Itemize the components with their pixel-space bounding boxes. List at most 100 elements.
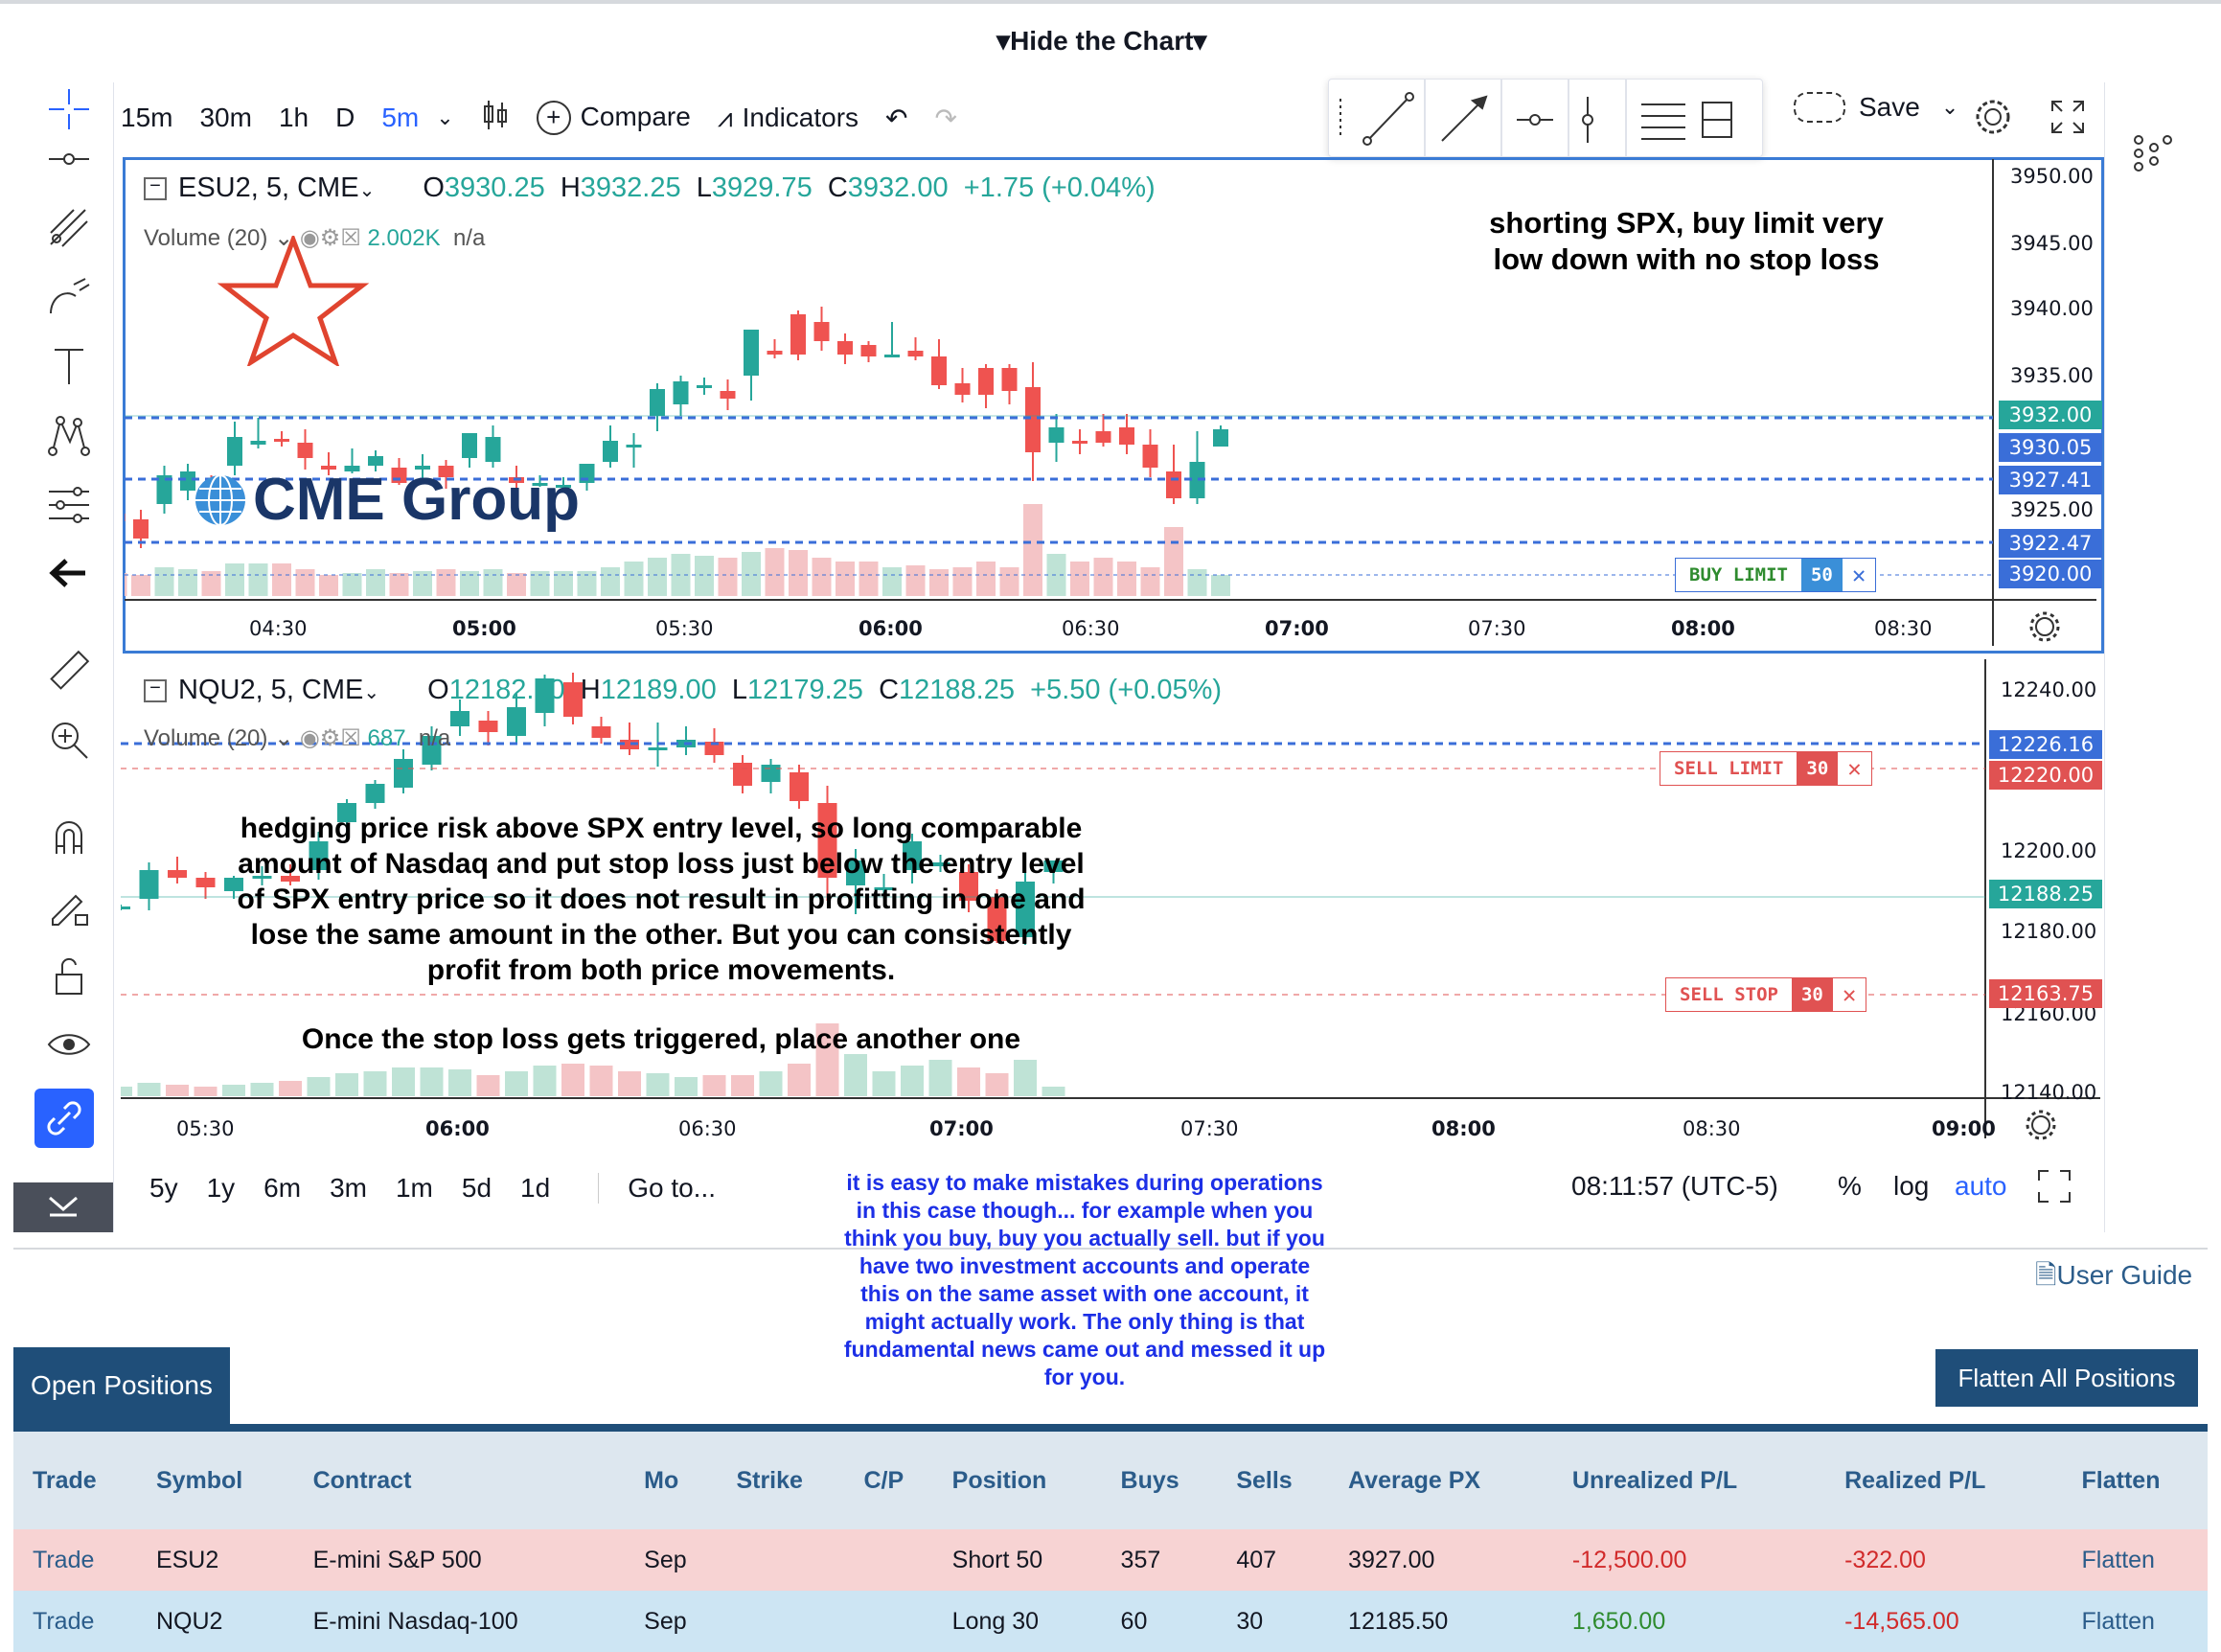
crosshair-icon[interactable] <box>42 82 96 136</box>
volume-controls-icons[interactable]: ◉⚙☒ <box>299 725 361 751</box>
symbol-label[interactable]: ESU2, 5, CME <box>178 172 359 203</box>
range-1y[interactable]: 1y <box>206 1173 236 1203</box>
candle-body <box>556 485 571 488</box>
candle-body <box>874 887 894 890</box>
axis-settings-icon[interactable] <box>2027 609 2062 648</box>
text-tool-icon[interactable] <box>42 339 96 393</box>
caret-down-icon: ▾ <box>1193 26 1207 56</box>
save-button[interactable]: Save ⌄ <box>1794 92 1958 123</box>
range-5d[interactable]: 5d <box>461 1173 492 1203</box>
cme-group-logo: CME Group <box>194 466 580 534</box>
horizontal-line-icon[interactable] <box>42 132 96 186</box>
ruler-icon[interactable] <box>42 644 96 698</box>
candle-body <box>697 385 712 388</box>
arrow-left-icon[interactable] <box>42 546 96 600</box>
collapse-icon[interactable]: − <box>144 678 167 703</box>
volume-bar <box>742 552 761 596</box>
volume-bar <box>589 1066 613 1096</box>
range-5y[interactable]: 5y <box>149 1173 178 1203</box>
buy-limit-order[interactable]: BUY LIMIT 50 ✕ <box>1675 558 1877 592</box>
close-icon[interactable]: ✕ <box>1851 562 1866 588</box>
range-1d[interactable]: 1d <box>520 1173 551 1203</box>
fullscreen-icon[interactable] <box>2049 98 2087 140</box>
chevron-down-icon[interactable]: ⌄ <box>363 682 380 703</box>
pdf-icon: 🗎 <box>2035 1260 2057 1290</box>
cell: 12185.50 <box>1348 1607 1449 1635</box>
volume-bar <box>154 567 174 596</box>
compare-button[interactable]: + Compare <box>536 101 691 135</box>
volume-controls-icons[interactable]: ◉⚙☒ <box>299 225 361 251</box>
interval-15m[interactable]: 15m <box>121 103 173 132</box>
annotation-line: of SPX entry price so it does not result… <box>237 883 1086 915</box>
annotation-line: hedging price risk above SPX entry level… <box>240 813 1083 844</box>
indicators-button[interactable]: ⩘ Indicators <box>718 103 859 134</box>
log-toggle[interactable]: log <box>1893 1171 1930 1201</box>
settings-gear-icon[interactable] <box>1974 98 2012 140</box>
col-position: Position <box>932 1432 1102 1529</box>
collapse-toolbar-button[interactable] <box>13 1182 113 1232</box>
trade-link[interactable]: Trade <box>33 1607 95 1635</box>
interval-30m[interactable]: 30m <box>199 103 252 132</box>
price-tag: 3920.00 <box>1999 560 2102 588</box>
interval-5m[interactable]: 5m <box>381 103 420 132</box>
tab-open-positions[interactable]: Open Positions <box>13 1347 230 1424</box>
tab-underline <box>13 1424 2208 1432</box>
close-icon[interactable]: ✕ <box>1842 981 1857 1008</box>
interval-d[interactable]: D <box>335 103 355 132</box>
close-icon[interactable]: ✕ <box>1847 755 1862 782</box>
y-tick: 3945.00 <box>2010 232 2094 255</box>
volume-bar <box>718 558 738 596</box>
lock-drawing-icon[interactable] <box>42 880 96 933</box>
long-position-icon[interactable] <box>42 477 96 531</box>
flatten-link[interactable]: Flatten <box>2081 1546 2155 1573</box>
link-icon[interactable] <box>34 1089 94 1148</box>
star-drawing-icon[interactable] <box>217 236 370 366</box>
low-label: L <box>696 172 712 203</box>
chevron-down-icon[interactable]: ⌄ <box>436 105 454 129</box>
hide-chart-toggle[interactable]: ▾Hide the Chart▾ <box>996 25 1206 57</box>
unlock-icon[interactable] <box>42 949 96 1002</box>
volume-bar <box>1140 567 1160 596</box>
magnet-icon[interactable] <box>42 811 96 864</box>
fib-tool-icon[interactable] <box>42 201 96 255</box>
y-tick: 3935.00 <box>2010 364 2094 387</box>
brush-icon[interactable] <box>42 270 96 324</box>
col-unrealized: Unrealized P/L <box>1552 1432 1826 1529</box>
interval-1h[interactable]: 1h <box>278 103 309 132</box>
candle-body <box>1043 860 1064 872</box>
cell: Sep <box>644 1546 687 1573</box>
volume-bar <box>483 569 503 596</box>
chart-panel-esu2[interactable] <box>123 157 2104 654</box>
sell-limit-order[interactable]: SELL LIMIT 30 ✕ <box>1660 751 1872 786</box>
volume-label[interactable]: Volume (20) <box>144 225 268 251</box>
range-6m[interactable]: 6m <box>263 1173 302 1203</box>
range-3m[interactable]: 3m <box>330 1173 367 1203</box>
goto-button[interactable]: Go to... <box>598 1173 716 1204</box>
object-tree-icon[interactable] <box>2129 130 2177 182</box>
zoom-in-icon[interactable] <box>42 713 96 767</box>
range-1m[interactable]: 1m <box>395 1173 433 1203</box>
collapse-icon[interactable]: − <box>144 176 167 201</box>
eye-icon[interactable] <box>42 1018 96 1071</box>
pattern-tool-icon[interactable] <box>42 408 96 462</box>
auto-toggle[interactable]: auto <box>1955 1171 2007 1201</box>
flatten-link[interactable]: Flatten <box>2081 1607 2155 1635</box>
undo-icon[interactable]: ↶ <box>885 103 908 133</box>
sell-stop-order[interactable]: SELL STOP 30 ✕ <box>1665 977 1867 1012</box>
expand-icon[interactable] <box>2037 1169 2072 1207</box>
cell: 1,650.00 <box>1571 1607 1666 1635</box>
chevron-down-icon[interactable]: ⌄ <box>274 725 294 751</box>
candles-icon[interactable] <box>481 99 510 138</box>
symbol-label[interactable]: NQU2, 5, CME <box>178 675 364 705</box>
volume-label[interactable]: Volume (20) <box>144 725 268 751</box>
redo-icon[interactable]: ↷ <box>934 103 957 133</box>
user-guide-link[interactable]: 🗎User Guide <box>2035 1255 2192 1301</box>
trade-link[interactable]: Trade <box>33 1546 95 1573</box>
flatten-all-button[interactable]: Flatten All Positions <box>1935 1349 2198 1407</box>
chevron-down-icon[interactable]: ⌄ <box>358 180 376 201</box>
axis-settings-icon[interactable] <box>2024 1108 2058 1146</box>
candle-body <box>250 441 266 445</box>
candle-body <box>907 351 924 356</box>
percent-toggle[interactable]: % <box>1838 1171 1862 1201</box>
chevron-down-icon[interactable]: ⌄ <box>274 225 294 251</box>
